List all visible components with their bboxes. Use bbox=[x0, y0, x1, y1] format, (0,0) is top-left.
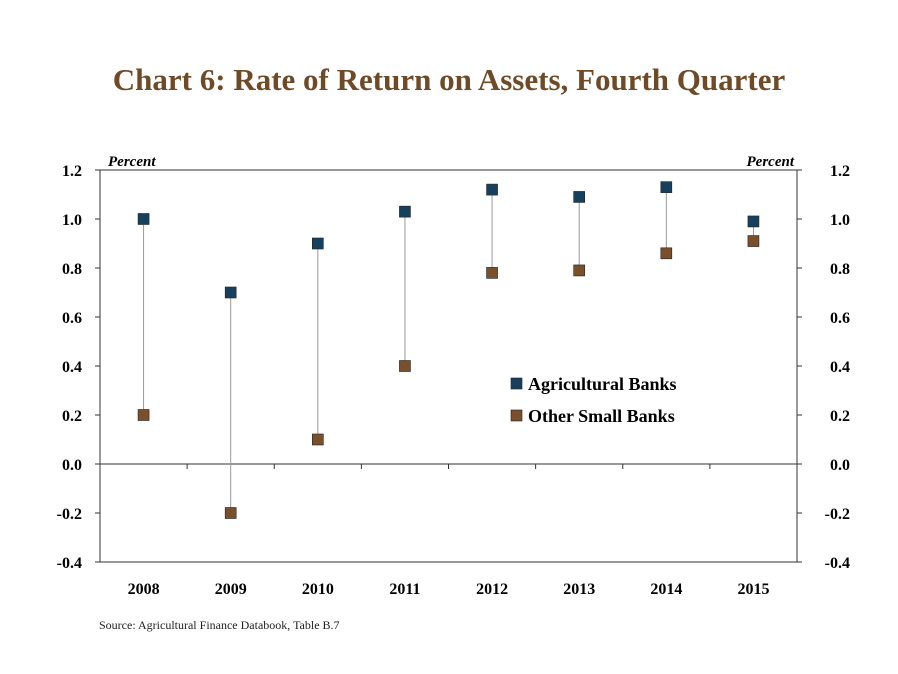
y-tick-label-left: 1.0 bbox=[62, 212, 82, 229]
agricultural-banks-point bbox=[224, 286, 237, 299]
x-tick-label: 2010 bbox=[302, 581, 334, 598]
y-tick-label-right: 0.2 bbox=[830, 408, 850, 425]
y-tick-label-right: 0.4 bbox=[830, 359, 850, 376]
y-tick-label-right: -0.2 bbox=[825, 506, 850, 523]
y-tick-label-right: 0.8 bbox=[830, 261, 850, 278]
y-tick-label-right: 0.6 bbox=[830, 310, 850, 327]
x-tick-label: 2011 bbox=[389, 581, 420, 598]
chart-title: Chart 6: Rate of Return on Assets, Fourt… bbox=[112, 62, 786, 97]
x-tick-label: 2009 bbox=[215, 581, 247, 598]
y-tick-label-left: 0.6 bbox=[62, 310, 82, 327]
y-tick-label-right: 1.2 bbox=[830, 163, 850, 180]
agricultural-banks-point bbox=[486, 183, 498, 196]
legend-swatch bbox=[510, 377, 523, 390]
other-small-banks-point bbox=[137, 409, 150, 421]
other-small-banks-point bbox=[399, 360, 411, 372]
legend: Agricultural Banks Other Small Banks bbox=[510, 374, 677, 426]
y-tick-label-right: 0.0 bbox=[830, 457, 850, 474]
source-note: Source: Agricultural Finance Databook, T… bbox=[99, 618, 340, 632]
other-small-banks-point bbox=[573, 264, 585, 277]
other-small-banks-point bbox=[312, 433, 324, 446]
x-tick-labels: 2008 2009 2010 2011 2012 2013 2014 2015 bbox=[128, 581, 770, 598]
other-small-banks-point bbox=[660, 247, 673, 260]
y-tick-label-left: 1.2 bbox=[62, 163, 82, 180]
zero-line-group bbox=[100, 463, 797, 469]
left-y-tick-labels: 1.2 1.0 0.8 0.6 0.4 0.2 0.0 -0.2 -0.4 bbox=[57, 163, 100, 572]
legend-label: Other Small Banks bbox=[528, 406, 675, 426]
legend-swatch bbox=[510, 409, 523, 422]
x-tick-label: 2008 bbox=[128, 581, 160, 598]
other-small-banks-point bbox=[486, 267, 498, 279]
data-points bbox=[137, 181, 760, 519]
y-tick-label-left: 0.4 bbox=[62, 359, 82, 376]
y-tick-label-left: -0.2 bbox=[57, 506, 82, 523]
y-tick-label-left: 0.0 bbox=[62, 457, 82, 474]
y-tick-label-left: 0.2 bbox=[62, 408, 82, 425]
legend-label: Agricultural Banks bbox=[528, 374, 677, 394]
x-tick-label: 2013 bbox=[563, 581, 595, 598]
other-small-banks-point bbox=[224, 507, 237, 519]
right-axis-unit-label: Percent bbox=[747, 154, 795, 170]
y-tick-label-right: 1.0 bbox=[830, 212, 850, 229]
x-tick-label: 2015 bbox=[737, 581, 769, 598]
x-tick-label: 2012 bbox=[476, 581, 508, 598]
y-tick-label-right: -0.4 bbox=[825, 555, 850, 572]
agricultural-banks-point bbox=[399, 205, 411, 218]
right-y-tick-labels: 1.2 1.0 0.8 0.6 0.4 0.2 0.0 -0.2 -0.4 bbox=[797, 163, 850, 572]
y-tick-label-left: -0.4 bbox=[57, 555, 82, 572]
left-axis-unit-label: Percent bbox=[108, 154, 156, 170]
agricultural-banks-point bbox=[573, 191, 585, 203]
other-small-banks-point bbox=[747, 235, 760, 247]
agricultural-banks-point bbox=[747, 215, 760, 228]
agricultural-banks-point bbox=[137, 213, 150, 225]
agricultural-banks-point bbox=[312, 237, 324, 250]
agricultural-banks-point bbox=[660, 181, 673, 193]
connector-lines bbox=[143, 187, 754, 513]
y-tick-label-left: 0.8 bbox=[62, 261, 82, 278]
x-tick-label: 2014 bbox=[650, 581, 682, 598]
plot-frame bbox=[99, 169, 798, 563]
